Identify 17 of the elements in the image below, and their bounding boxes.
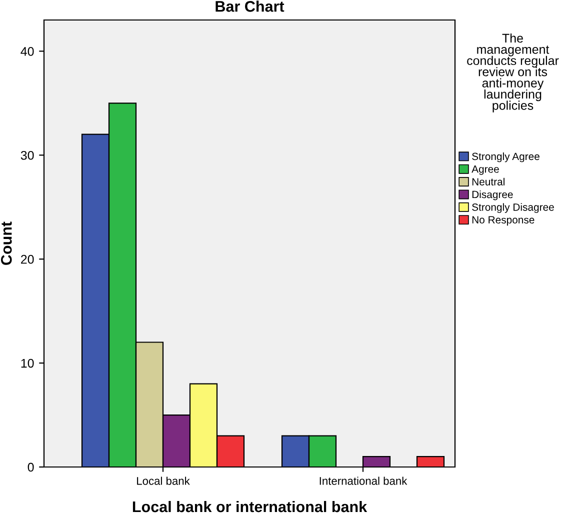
y-tick-label: 10 [21, 358, 34, 368]
y-tick-label: 40 [20, 46, 34, 56]
legend-label: No Response [472, 216, 534, 226]
x-axis-title: Local bank or international bank [132, 500, 368, 512]
chart-title: Bar Chart [216, 0, 284, 12]
y-axis-title: Count [0, 222, 12, 265]
y-tick-label: 0 [28, 462, 34, 472]
legend-label: Neutral [472, 178, 504, 186]
legend-title: The management conducts regular review on its anti-money laundering policies [467, 33, 559, 112]
y-tick-label: 30 [20, 150, 34, 160]
x-tick-label: International bank [320, 476, 408, 485]
legend-label: Agree [472, 166, 499, 175]
x-tick-label: Local bank [137, 476, 190, 485]
legend-label: Strongly Disagree [472, 203, 554, 213]
legend-label: Strongly Agree [472, 152, 540, 162]
legend-label: Disagree [472, 190, 513, 200]
y-tick-label: 20 [21, 254, 34, 264]
